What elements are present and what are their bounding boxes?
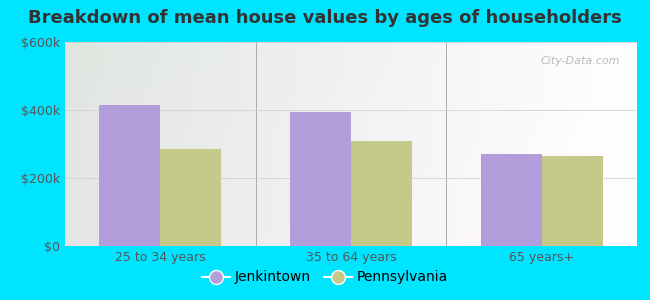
Bar [480,154,541,246]
Text: City-Data.com: City-Data.com [540,56,620,66]
Bar [99,105,161,246]
Bar [290,112,351,246]
Text: Breakdown of mean house values by ages of householders: Breakdown of mean house values by ages o… [28,9,622,27]
Bar [541,156,603,246]
Bar [351,141,412,246]
Bar [161,149,222,246]
Legend: Jenkintown, Pennsylvania: Jenkintown, Pennsylvania [197,265,453,290]
